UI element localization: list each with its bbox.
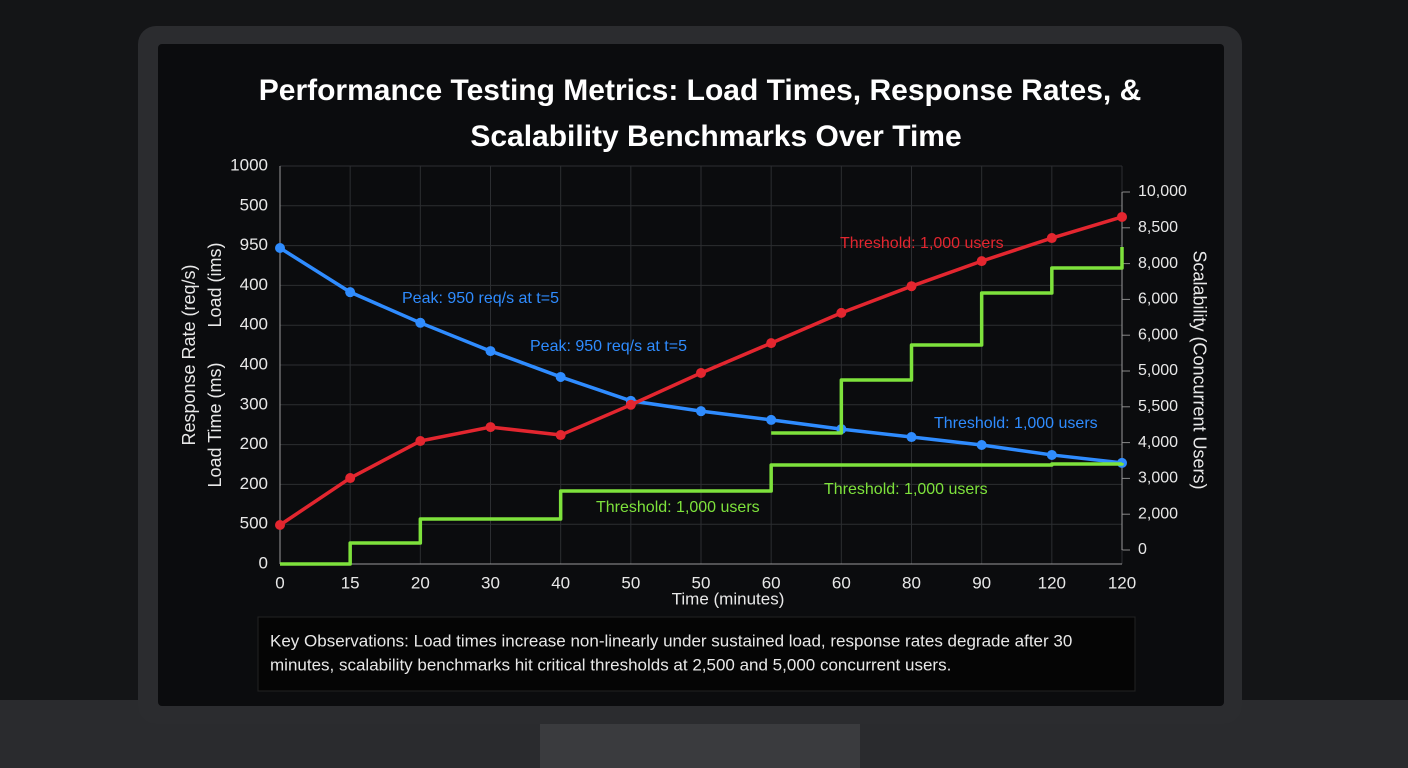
y-tick-label: 0 [259, 553, 268, 572]
data-point [836, 307, 847, 318]
data-point [766, 338, 777, 349]
y-axis-label: Load Time (ms) [205, 362, 225, 487]
chart-title: Performance Testing Metrics: Load Times,… [259, 74, 1141, 107]
y-tick-label: 1000 [230, 155, 268, 174]
data-point [415, 436, 426, 447]
x-tick-label: 0 [275, 573, 284, 592]
annotation: Threshold: 1,000 users [824, 481, 988, 498]
y2-tick-label: 6,000 [1138, 326, 1178, 343]
data-point [696, 406, 706, 417]
y-tick-label: 950 [240, 235, 268, 254]
y-tick-label: 300 [240, 394, 268, 413]
y-tick-label: 200 [240, 434, 268, 453]
x-tick-label: 120 [1108, 573, 1136, 592]
data-point [906, 432, 917, 443]
y-tick-label: 200 [240, 474, 268, 493]
note-box [257, 616, 1136, 692]
y-tick-label: 400 [240, 354, 268, 373]
series-line [280, 462, 1124, 566]
annotation: Peak: 950 req/s at t=5 [402, 290, 559, 307]
note-text: minutes, scalability benchmarks hit crit… [270, 655, 951, 674]
data-point [555, 430, 566, 441]
annotation: Threshold: 1,000 users [596, 499, 760, 516]
series-line [771, 246, 1124, 435]
y2-tick-label: 2,000 [1138, 505, 1178, 522]
y2-tick-label: 5,000 [1138, 362, 1178, 379]
x-tick-label: 50 [621, 573, 640, 592]
data-point [766, 414, 777, 425]
y2-tick-label: 3,000 [1138, 470, 1178, 487]
y2-tick-label: 4,000 [1138, 434, 1178, 451]
note-text: Key Observations: Load times increase no… [270, 631, 1072, 650]
data-point [415, 317, 426, 328]
data-point [345, 287, 356, 298]
y2-tick-label: 6,000 [1138, 291, 1178, 308]
x-tick-label: 30 [481, 573, 500, 592]
data-point [696, 367, 706, 378]
y2-tick-label: 5,500 [1138, 398, 1178, 415]
data-point [345, 473, 356, 484]
y-axis-label: Load (ims) [205, 242, 225, 327]
x-tick-label: 60 [762, 573, 781, 592]
data-point [976, 439, 987, 450]
x-tick-label: 90 [972, 573, 991, 592]
y2-axis-label: Scalability (Concurrent Users) [1189, 250, 1209, 489]
chart-title: Scalability Benchmarks Over Time [470, 120, 961, 153]
x-tick-label: 60 [832, 573, 851, 592]
data-point [1046, 233, 1057, 244]
x-tick-label: 80 [902, 573, 921, 592]
x-axis-label: Time (minutes) [672, 589, 785, 608]
y2-tick-label: 0 [1138, 541, 1147, 558]
annotation: Threshold: 1,000 users [840, 235, 1004, 252]
data-point [485, 346, 496, 357]
data-point [555, 371, 566, 382]
y-axis-label: Response Rate (req/s) [179, 264, 199, 445]
y-tick-label: 400 [240, 315, 268, 334]
data-point [1117, 211, 1127, 222]
y-tick-label: 500 [240, 514, 268, 533]
x-tick-label: 15 [341, 573, 360, 592]
x-tick-label: 40 [551, 573, 570, 592]
x-tick-label: 120 [1038, 573, 1066, 592]
y-tick-label: 400 [240, 275, 268, 294]
data-point [976, 256, 987, 267]
x-tick-label: 20 [411, 573, 430, 592]
y2-tick-label: 8,000 [1138, 255, 1178, 272]
plot: 0500200200300400400400950500100002,0003,… [230, 155, 1187, 592]
data-point [275, 242, 285, 253]
data-point [275, 519, 285, 530]
data-point [1046, 449, 1057, 460]
data-point [906, 281, 917, 292]
data-point [625, 399, 636, 410]
annotation: Threshold: 1,000 users [934, 415, 1098, 432]
annotation: Peak: 950 req/s at t=5 [530, 338, 687, 355]
y2-tick-label: 8,500 [1138, 219, 1178, 236]
y2-tick-label: 10,000 [1138, 183, 1187, 200]
screen [158, 44, 1224, 706]
y-tick-label: 500 [240, 195, 268, 214]
x-tick-label: 50 [692, 573, 711, 592]
data-point [485, 422, 496, 433]
